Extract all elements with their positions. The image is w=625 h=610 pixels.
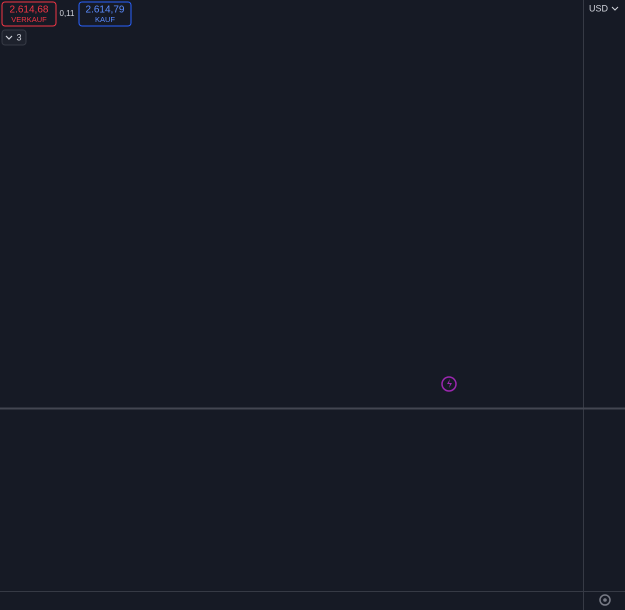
alert-icon[interactable] — [441, 376, 457, 392]
settings-button[interactable] — [599, 594, 611, 606]
sell-label: VERKAUF — [11, 15, 47, 24]
gear-center — [603, 598, 607, 602]
lightning — [447, 379, 452, 388]
currency: USD — [589, 3, 609, 13]
sell-price: 2.614,68 — [10, 5, 49, 16]
currency-selector[interactable]: USD — [589, 3, 619, 13]
chevron-icon — [5, 35, 13, 40]
trade-panel: 2.614,68 VERKAUF 0,11 2.614,79 KAUF 3 — [1, 1, 132, 46]
buy-button[interactable] — [78, 1, 132, 27]
sell-button[interactable] — [1, 1, 57, 27]
gear-icon — [599, 594, 611, 606]
spread: 0,11 — [60, 9, 76, 18]
indicator-count: 3 — [16, 32, 21, 42]
indicator-toggle[interactable] — [1, 29, 27, 46]
buy-label: KAUF — [95, 15, 115, 24]
dropdown-icon — [611, 6, 619, 11]
buy-price: 2.614,79 — [86, 5, 125, 16]
alert-circle — [441, 376, 457, 392]
